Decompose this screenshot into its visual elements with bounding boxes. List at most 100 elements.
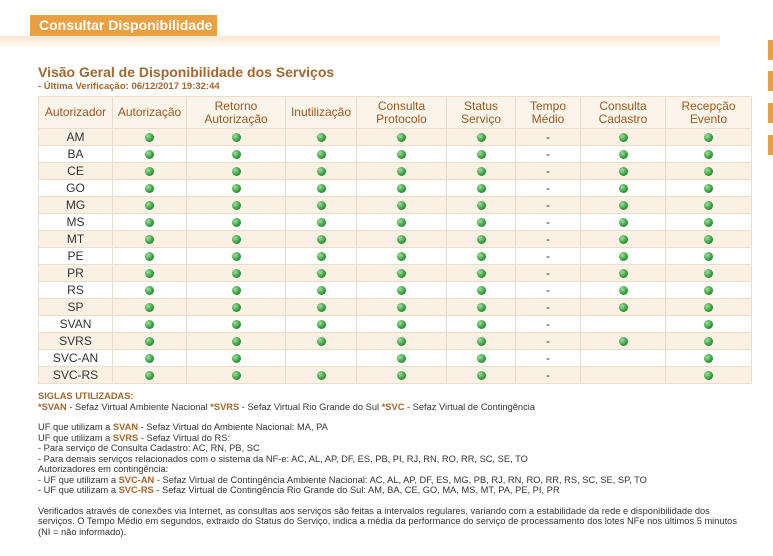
status-dot — [316, 235, 326, 245]
note-text: - Sefaz Virtual de Contingência Ambiente… — [154, 474, 647, 485]
status-dot — [316, 320, 326, 330]
status-cell — [446, 264, 516, 282]
table-row: BA - — [38, 145, 752, 163]
autorizador: GO — [38, 179, 113, 197]
side-tab[interactable] — [768, 135, 773, 155]
table-row: SVC-AN - — [38, 349, 752, 367]
status-cell — [285, 315, 357, 333]
tempo-medio: - — [515, 196, 581, 214]
status-cell — [446, 332, 516, 350]
status-dot — [476, 167, 486, 177]
status-cell — [186, 366, 286, 384]
status-dot — [231, 218, 241, 228]
status-cell — [112, 230, 187, 248]
status-dot — [618, 184, 628, 194]
table-row: PR - — [38, 264, 752, 282]
table-row: RS - — [38, 281, 752, 299]
note-paragraph: SIGLAS UTILIZADAS: *SVAN - Sefaz Virtual … — [38, 391, 738, 412]
status-dot — [476, 252, 486, 262]
status-cell — [112, 162, 187, 180]
status-cell — [285, 264, 357, 282]
status-dot — [231, 303, 241, 313]
note-highlight: SVC-RS — [118, 485, 154, 495]
status-cell — [356, 145, 447, 163]
status-cell — [186, 196, 286, 214]
status-dot — [231, 269, 241, 279]
last-check: - Última Verificação: 06/12/2017 19:32:4… — [38, 81, 220, 92]
side-tab[interactable] — [768, 40, 773, 60]
status-dot — [476, 303, 486, 313]
status-cell — [186, 315, 286, 333]
tempo-medio: - — [515, 162, 581, 180]
status-cell — [580, 247, 666, 265]
status-cell — [356, 332, 447, 350]
status-dot — [145, 184, 154, 194]
status-dot — [476, 218, 486, 228]
note-highlight: *SVC — [381, 401, 405, 412]
status-cell — [186, 145, 286, 163]
status-dot — [397, 286, 406, 296]
status-cell — [580, 128, 666, 146]
status-cell — [186, 162, 286, 180]
status-cell — [665, 162, 752, 180]
status-cell — [665, 315, 752, 333]
status-dot — [231, 354, 241, 364]
column-header: Recepção Evento — [665, 96, 752, 129]
status-dot — [397, 150, 406, 160]
status-cell — [665, 264, 752, 282]
side-tab[interactable] — [768, 71, 773, 91]
status-cell — [356, 281, 447, 299]
status-dot — [476, 354, 486, 364]
status-cell — [580, 179, 666, 197]
column-header: Consulta Protocolo — [356, 96, 447, 129]
status-dot — [704, 320, 713, 330]
status-dot — [397, 303, 406, 313]
status-cell — [665, 196, 752, 214]
notes: SIGLAS UTILIZADAS: *SVAN - Sefaz Virtual … — [38, 391, 738, 547]
autorizador: MS — [38, 213, 113, 231]
tab[interactable]: Consultar Disponibilidade — [30, 15, 217, 36]
side-tab[interactable] — [768, 103, 773, 123]
status-cell — [112, 281, 187, 299]
status-cell — [285, 281, 357, 299]
status-dot — [476, 235, 486, 245]
status-dot — [476, 286, 486, 296]
status-dot — [397, 371, 406, 381]
note-text: Autorizadores em contingência: — [38, 464, 169, 474]
status-dot — [397, 269, 406, 279]
status-cell — [446, 230, 516, 248]
status-dot — [145, 133, 154, 143]
status-dot — [316, 184, 326, 194]
status-cell — [356, 230, 447, 248]
status-cell — [285, 349, 357, 367]
note-text: - Para serviço de Consulta Cadastro: AC,… — [38, 443, 260, 453]
status-dot — [316, 201, 326, 211]
status-cell — [580, 349, 666, 367]
status-dot — [476, 269, 486, 279]
autorizador: SVC-AN — [38, 349, 113, 367]
status-cell — [285, 145, 357, 163]
column-header: Tempo Médio — [515, 96, 581, 129]
status-cell — [285, 162, 357, 180]
status-dot — [397, 218, 406, 228]
status-cell — [285, 230, 357, 248]
autorizador: SVAN — [38, 315, 113, 333]
header-row: Autorizador Autorização Retorno Autorizaçã… — [38, 96, 752, 129]
tempo-medio: - — [515, 332, 581, 350]
status-dot — [618, 303, 628, 313]
tempo-medio: - — [515, 349, 581, 367]
status-dot — [397, 167, 406, 177]
table-row: SVRS - — [38, 332, 752, 350]
status-cell — [186, 281, 286, 299]
status-table: Autorizador Autorização Retorno Autorizaçã… — [38, 96, 752, 384]
status-cell — [580, 230, 666, 248]
note-text: - Para demais serviços relacionados com … — [38, 453, 528, 464]
note-text: Verificados através de conexões via Inte… — [38, 505, 737, 537]
status-cell — [446, 162, 516, 180]
status-dot — [316, 303, 326, 313]
column-header: Consulta Cadastro — [580, 96, 666, 129]
status-dot — [704, 269, 713, 279]
status-cell — [580, 213, 666, 231]
status-dot — [316, 150, 326, 160]
status-dot — [397, 133, 406, 143]
